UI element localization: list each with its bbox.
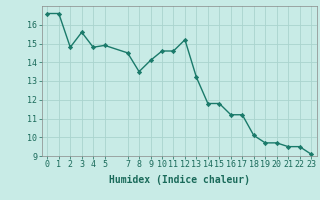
- X-axis label: Humidex (Indice chaleur): Humidex (Indice chaleur): [109, 175, 250, 185]
